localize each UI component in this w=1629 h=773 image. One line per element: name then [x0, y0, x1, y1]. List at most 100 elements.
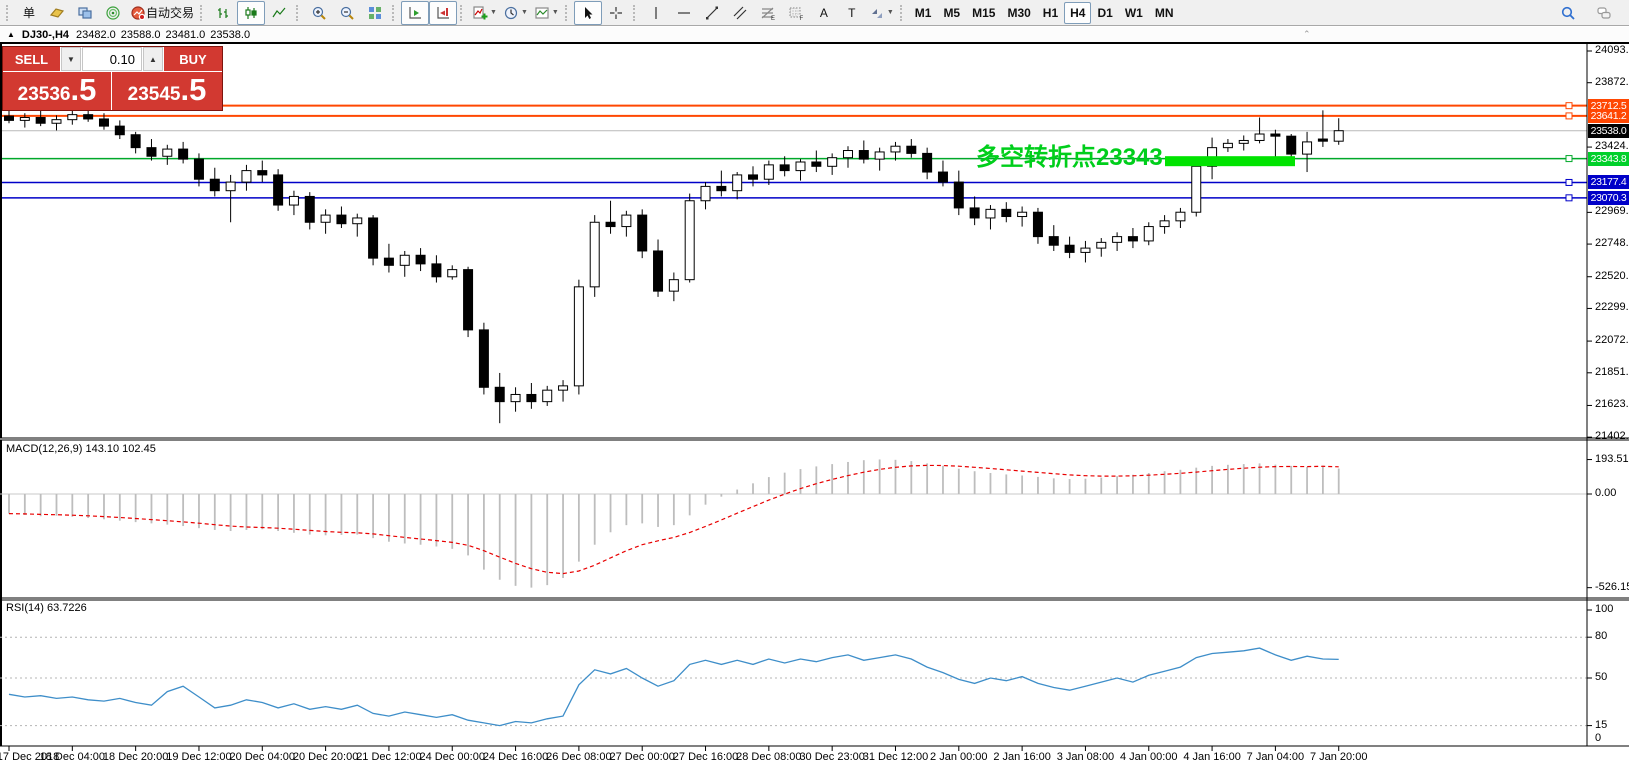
candle	[637, 214, 648, 252]
sonar-icon[interactable]	[99, 1, 127, 25]
sell-price-display[interactable]: 23536.5	[3, 72, 111, 110]
collapse-arrow-icon[interactable]: ▲	[7, 30, 15, 39]
candle	[1159, 220, 1170, 228]
hline-handle[interactable]	[1565, 194, 1573, 202]
chart-window-border	[0, 42, 1629, 44]
new-order-button[interactable]: 单	[22, 6, 35, 20]
candle	[573, 286, 584, 387]
search-icon[interactable]	[1554, 1, 1582, 25]
sep-bg	[0, 437, 1629, 440]
pivot-annotation-text[interactable]: 多空转折点23343	[976, 144, 1163, 171]
timeframe-m5[interactable]: M5	[943, 5, 961, 20]
candle	[1032, 211, 1043, 238]
grid-icon[interactable]: F	[782, 1, 810, 25]
toolbar-grip	[200, 4, 205, 21]
axis-tick-label: 15	[1595, 718, 1608, 731]
chart-title-bar: ▲ DJ30-,H4 23482.0 23588.0 23481.0 23538…	[0, 27, 1629, 42]
ohlc-open: 23482.0	[76, 28, 116, 41]
candle	[1064, 244, 1075, 253]
candle	[320, 214, 331, 223]
time-axis-label: 17 Dec 2018	[0, 751, 60, 763]
candle	[304, 195, 315, 223]
axis-tick-label: 22748.0	[1595, 237, 1629, 250]
trendline-icon[interactable]	[698, 1, 726, 25]
chart-symbol-period: DJ30-,H4	[21, 28, 69, 41]
candle	[969, 207, 980, 219]
chat-icon[interactable]	[1590, 1, 1618, 25]
candle	[241, 170, 252, 183]
timeframe-h1[interactable]: H1	[1042, 5, 1059, 20]
ohlc-close: 23538.0	[210, 28, 251, 41]
timeframe-w1[interactable]: W1	[1124, 5, 1143, 20]
hline-handle[interactable]	[1565, 178, 1573, 186]
crosshair-icon[interactable]	[602, 1, 630, 25]
svg-text:E: E	[771, 16, 775, 21]
toolbar-grip	[632, 4, 638, 21]
buy-price-display[interactable]: 23545.5	[112, 72, 222, 110]
autotrade-button[interactable]: 自动交易	[127, 1, 197, 25]
candle	[1254, 133, 1265, 141]
candle	[431, 263, 442, 278]
candle	[209, 178, 220, 192]
cursor-icon[interactable]	[573, 0, 602, 25]
hline-handle[interactable]	[1565, 102, 1573, 110]
terminals-icon[interactable]	[71, 1, 99, 25]
hline-handle[interactable]	[1565, 155, 1573, 163]
label-tool-button[interactable]: T	[848, 5, 856, 20]
highlight-rectangle[interactable]	[1165, 156, 1295, 167]
sell-button[interactable]: SELL	[3, 47, 60, 71]
autoscroll-icon[interactable]	[401, 0, 430, 25]
candle	[19, 117, 30, 121]
channel-icon[interactable]	[726, 1, 754, 25]
timeframe-h4[interactable]: H4	[1064, 1, 1092, 24]
volume-decrement-button[interactable]: ▼	[61, 47, 81, 71]
ohlc-low: 23481.0	[165, 28, 206, 41]
timeframe-mn[interactable]: MN	[1154, 5, 1174, 20]
chart-window-border-left	[0, 44, 2, 746]
indicators-icon[interactable]: ▼	[469, 1, 500, 25]
candle	[114, 125, 125, 136]
text-tool-button[interactable]: A	[819, 5, 828, 20]
candle	[668, 279, 679, 292]
timeframe-m15[interactable]: M15	[972, 5, 996, 20]
time-axis-label: 30 Dec 23:00	[799, 751, 865, 763]
fibonacci-icon[interactable]: E	[754, 1, 782, 25]
tile-windows-icon[interactable]	[361, 1, 389, 25]
horizontal-line-icon[interactable]	[670, 1, 698, 25]
gold-icon[interactable]	[43, 1, 71, 25]
macd-indicator-label: MACD(12,26,9) 143.10 102.45	[6, 443, 156, 455]
time-axis-label: 2 Jan 00:00	[930, 751, 988, 763]
volume-input[interactable]: 0.10	[82, 47, 142, 71]
candle	[605, 221, 616, 228]
zoom-in-icon[interactable]	[305, 1, 333, 25]
zoom-out-icon[interactable]	[333, 1, 361, 25]
timeframe-m1[interactable]: M1	[914, 5, 932, 20]
candle	[1286, 135, 1297, 155]
line-chart-icon[interactable]	[265, 1, 293, 25]
candle	[542, 389, 553, 403]
candlestick-chart-icon[interactable]	[237, 0, 266, 25]
chart-shift-icon[interactable]	[429, 0, 458, 25]
timeframe-m30[interactable]: M30	[1007, 5, 1031, 20]
bar-chart-icon[interactable]	[209, 1, 237, 25]
hline-handle[interactable]	[1565, 112, 1573, 120]
axis-tick-label: 22520.5	[1595, 269, 1629, 282]
vertical-line-icon[interactable]	[642, 1, 670, 25]
price-line-label: 23070.3	[1588, 190, 1629, 205]
volume-increment-button[interactable]: ▲	[143, 47, 163, 71]
time-axis-label: 18 Dec 20:00	[102, 751, 169, 763]
toolbar-grip	[899, 4, 905, 21]
buy-button[interactable]: BUY	[164, 47, 222, 71]
periods-clock-icon[interactable]: ▼	[500, 1, 531, 25]
axis-tick-label: 21851.0	[1595, 365, 1629, 378]
time-axis-label: 27 Dec 16:00	[672, 751, 739, 763]
timeframe-d1[interactable]: D1	[1097, 5, 1113, 20]
axis-tick-label: 22969.0	[1595, 205, 1629, 218]
axis-tick-label: 50	[1595, 671, 1608, 683]
candle	[1143, 226, 1154, 242]
arrow-tools-icon[interactable]: ▼	[866, 1, 897, 25]
axis-tick-label: -526.15	[1595, 580, 1629, 593]
candle	[478, 329, 489, 388]
templates-icon[interactable]: ▼	[531, 1, 562, 25]
